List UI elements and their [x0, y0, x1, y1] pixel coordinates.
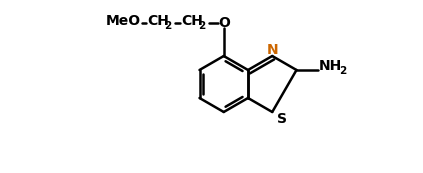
Text: NH: NH: [319, 59, 342, 73]
Text: 2: 2: [198, 21, 206, 31]
Text: CH: CH: [181, 14, 203, 28]
Text: 2: 2: [339, 66, 346, 76]
Text: 2: 2: [164, 21, 171, 31]
Text: CH: CH: [147, 14, 169, 28]
Text: S: S: [277, 112, 287, 126]
Text: MeO: MeO: [106, 14, 141, 28]
Text: O: O: [218, 16, 230, 30]
Text: N: N: [266, 43, 278, 57]
